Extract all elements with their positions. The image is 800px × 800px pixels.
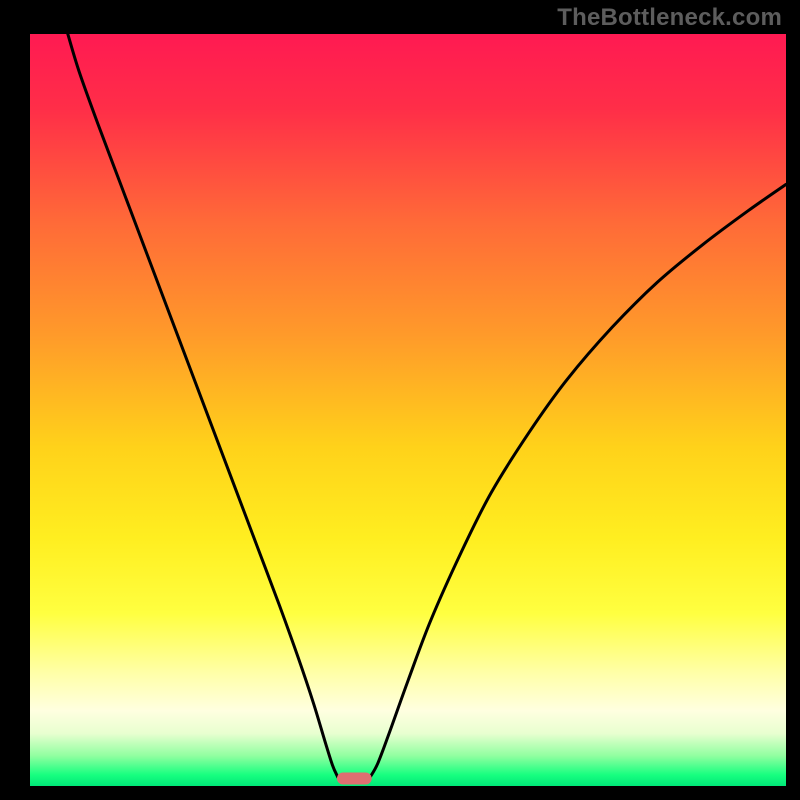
curve-left-branch	[68, 34, 338, 777]
bottom-pill	[337, 772, 372, 784]
watermark-text: TheBottleneck.com	[557, 4, 782, 32]
plot-area	[30, 34, 786, 786]
curves-svg	[30, 34, 786, 786]
curve-right-branch	[370, 184, 786, 777]
